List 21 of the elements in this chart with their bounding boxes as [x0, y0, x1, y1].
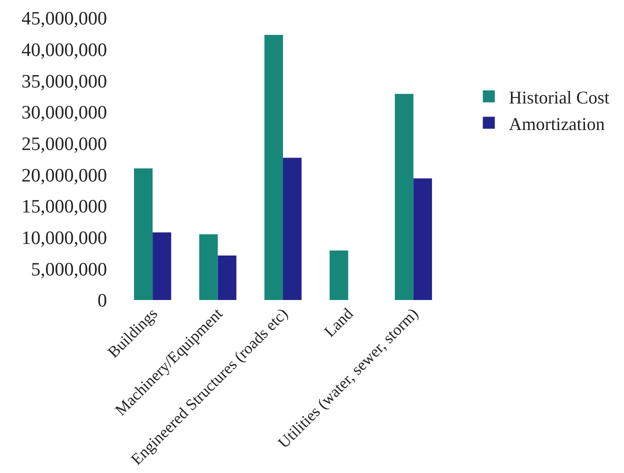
y-tick-label: 20,000,000: [22, 165, 107, 186]
bar: [152, 232, 172, 300]
bar: [394, 94, 414, 300]
legend-label: Historial Cost: [508, 87, 610, 108]
y-tick-label: 40,000,000: [22, 40, 107, 61]
y-tick-label: 35,000,000: [22, 71, 107, 92]
bar: [413, 178, 432, 300]
y-tick-label: 0: [98, 290, 107, 312]
bar: [199, 234, 218, 300]
y-tick-label: 25,000,000: [22, 134, 107, 155]
bar: [330, 250, 348, 300]
bar: [264, 34, 283, 300]
y-tick-label: 15,000,000: [22, 196, 107, 218]
legend-label: Amortization: [508, 114, 605, 134]
y-tick-label: 10,000,000: [22, 228, 107, 249]
bar: [134, 168, 153, 300]
y-tick-label: 5,000,000: [31, 259, 107, 280]
y-tick-label: 30,000,000: [22, 102, 107, 124]
bar: [283, 158, 302, 300]
bar: [218, 256, 236, 300]
y-tick-label: 45,000,000: [22, 8, 107, 30]
